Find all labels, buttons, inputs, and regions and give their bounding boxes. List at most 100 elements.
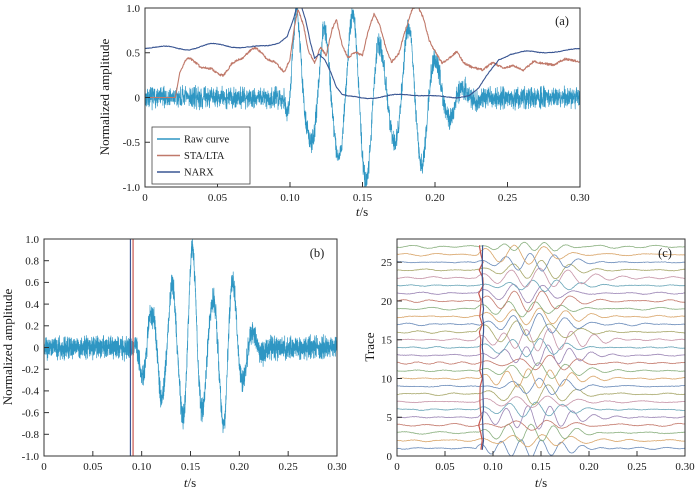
trace-path (397, 244, 685, 265)
y-tick-label: 1.0 (25, 234, 39, 246)
y-tick-label: -1.0 (22, 451, 40, 463)
trace-path (397, 290, 685, 313)
series-raw-curve (145, 8, 580, 187)
trace-path (397, 241, 685, 252)
panel-a: 0 0.05 0.10 0.15 0.20 0.25 0.30 -1.0 -0.5 0 0.5 1.0… (97, 3, 591, 219)
legend-label: Raw curve (184, 135, 230, 146)
x-tick-label: 0.30 (327, 461, 347, 473)
pick-polyline (478, 245, 484, 450)
panel-a-plot: 0 0.05 0.10 0.15 0.20 0.25 0.30 -1.0 -0.5 0 0.5 1.0… (123, 3, 591, 204)
series-sta-lta (145, 8, 580, 99)
trace-path (397, 354, 685, 371)
trace-path (397, 320, 685, 343)
x-tick-label: 0 (394, 461, 400, 473)
trace-path (397, 405, 685, 430)
trace-path (397, 338, 685, 358)
x-tick-label: 0.10 (132, 461, 152, 473)
trace-path (397, 401, 685, 418)
panel-a-series (145, 8, 580, 187)
xlabel-t: t (535, 475, 539, 490)
panel-b: 0 0.05 0.10 0.15 0.20 0.25 0.30-1.0-0.8-0.6-0.… (0, 234, 347, 490)
y-tick-label: 0 (34, 342, 40, 354)
trace-path (397, 301, 685, 318)
y-tick-label: 0.6 (25, 277, 39, 289)
y-tick-label: -0.5 (123, 137, 141, 149)
y-tick-label: 1.0 (126, 3, 140, 15)
trace-path (397, 279, 685, 292)
panel-c-xlabel: t/s (535, 475, 547, 490)
trace-path (397, 434, 685, 448)
y-tick-label: 0.8 (25, 256, 39, 268)
y-tick-label: 0.4 (25, 299, 39, 311)
series-raw-curve (44, 239, 337, 434)
trace-path (397, 328, 685, 352)
x-tick-label: 0.20 (579, 461, 599, 473)
trace-path (397, 419, 685, 431)
y-tick-label: 5 (387, 412, 393, 424)
x-tick-label: 0.05 (208, 192, 228, 204)
trace-path (397, 368, 685, 389)
x-tick-label: 0.30 (675, 461, 695, 473)
x-tick-label: 0.20 (425, 192, 445, 204)
trace-path (397, 362, 685, 379)
legend: Raw curve STA/LTA NARX (151, 126, 251, 185)
panel-c-ylabel: Trace (362, 332, 377, 361)
y-tick-label: 25 (381, 257, 393, 269)
y-tick-label: 10 (381, 373, 393, 385)
y-tick-label: 0.5 (126, 48, 140, 60)
x-tick-label: 0.25 (498, 192, 518, 204)
xlabel-slash-s: /s (359, 204, 368, 219)
x-tick-label: 0.10 (280, 192, 300, 204)
trace-path (397, 307, 685, 326)
x-tick-label: 0.15 (531, 461, 551, 473)
trace-path (397, 283, 685, 304)
y-tick-label: -0.8 (22, 429, 40, 441)
trace-path (397, 395, 685, 408)
x-tick-label: 0.25 (627, 461, 647, 473)
pick-polyline (481, 245, 485, 450)
x-tick-label: 0.30 (570, 192, 590, 204)
panel-c-letter: (c) (658, 246, 672, 260)
panel-b-xlabel: t/s (184, 475, 196, 490)
panel-b-ylabel: Normalized amplitude (0, 288, 15, 405)
trace-path (397, 267, 685, 288)
x-tick-label: 0.20 (230, 461, 250, 473)
xlabel-slash-s: /s (187, 475, 196, 490)
trace-path (397, 383, 685, 406)
x-tick-label: 0.05 (435, 461, 455, 473)
legend-label: STA/LTA (184, 151, 225, 162)
trace-path (397, 260, 685, 280)
panel-a-letter: (a) (555, 14, 569, 28)
y-tick-label: -0.6 (22, 407, 40, 419)
panel-c-traces (397, 241, 685, 456)
legend-box (151, 126, 251, 185)
x-tick-label: 0.05 (83, 461, 103, 473)
xlabel-t: t (184, 475, 188, 490)
trace-path (397, 253, 685, 272)
y-tick-label: 0.2 (25, 321, 39, 333)
y-tick-label: -1.0 (123, 182, 141, 194)
panel-c-plot: 0 0.05 0.10 0.15 0.20 0.25 0.30 0 5 10 15 20 25 (381, 238, 695, 473)
y-tick-label: 0 (387, 451, 393, 463)
x-tick-label: 0.15 (181, 461, 201, 473)
trace-path (397, 377, 685, 395)
trace-path (397, 313, 685, 336)
series-narx (145, 8, 580, 100)
y-tick-label: 15 (381, 335, 393, 347)
trace-path (397, 344, 685, 366)
y-tick-label: 20 (381, 296, 393, 308)
x-tick-label: 0 (41, 461, 47, 473)
x-tick-label: 0 (142, 192, 148, 204)
trace-path (397, 423, 685, 442)
panel-c-axes: 0 0.05 0.10 0.15 0.20 0.25 0.30 0 5 10 15 20 25 (381, 238, 695, 473)
panel-a-ylabel: Normalized amplitude (97, 38, 112, 155)
panel-b-letter: (b) (310, 246, 325, 260)
xlabel-slash-s: /s (538, 475, 547, 490)
y-tick-label: -0.4 (22, 386, 40, 398)
x-tick-label: 0.15 (353, 192, 373, 204)
legend-label: NARX (184, 168, 214, 179)
x-tick-label: 0.25 (279, 461, 299, 473)
panel-b-plot: 0 0.05 0.10 0.15 0.20 0.25 0.30-1.0-0.8-0.6-0.… (22, 234, 348, 473)
